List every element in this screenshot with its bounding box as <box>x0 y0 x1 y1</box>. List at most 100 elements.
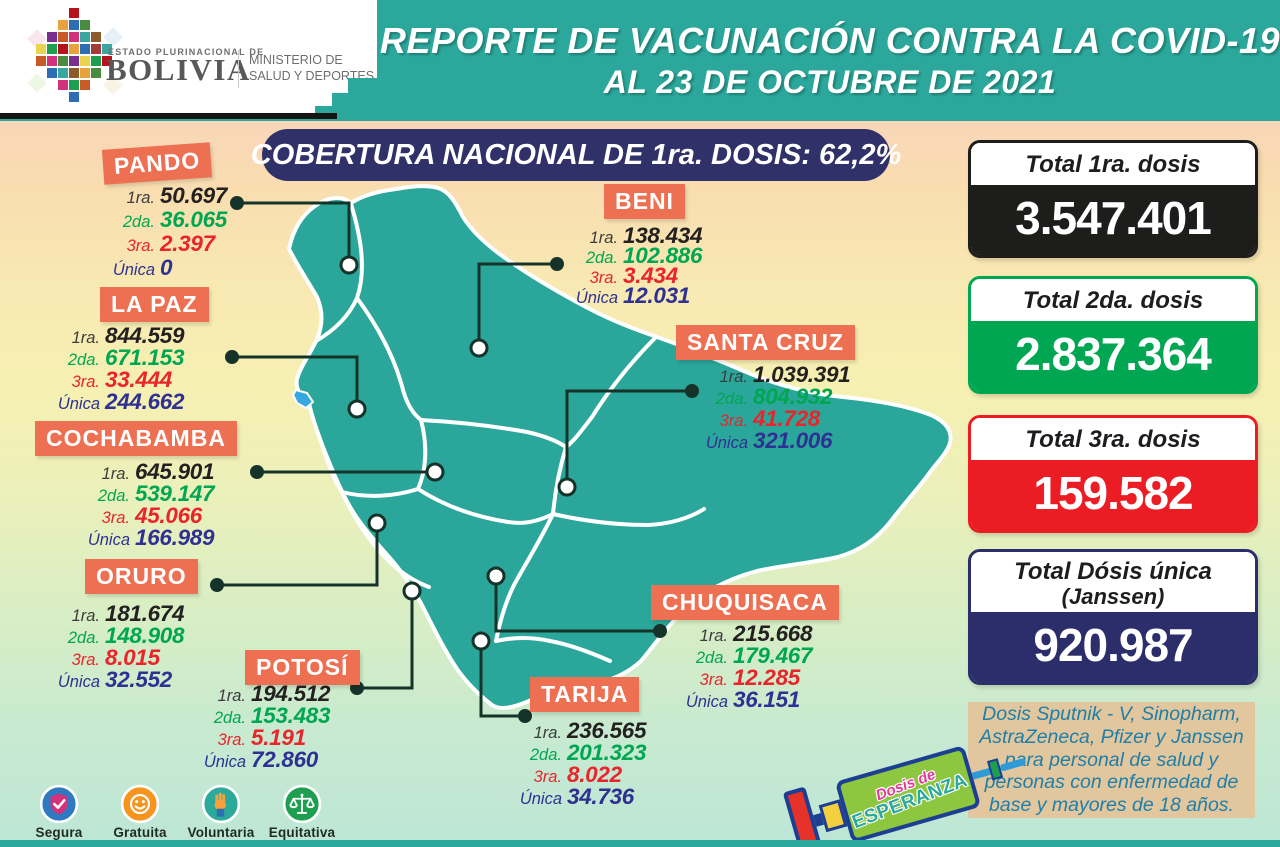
dose-label-2nd: 2da. <box>67 629 100 647</box>
dose-row-3rd: 3ra. 45.066 <box>66 503 214 528</box>
dose-label-1st: 1ra. <box>589 229 618 247</box>
dose-value-3rd: 33.444 <box>105 367 173 392</box>
dose-label-unique: Única <box>112 261 155 279</box>
dept-data-potosi: 1ra. 194.512 2da. 153.483 3ra. 5.191 Única 7… <box>182 681 331 772</box>
dose-label-1st: 1ra. <box>217 687 246 705</box>
dept-data-pando: 1ra. 50.697 2da. 36.065 3ra. 2.397 Única 0 <box>91 183 228 280</box>
dept-data-tarija: 1ra. 236.565 2da. 201.323 3ra. 8.022 Única 3… <box>498 718 647 809</box>
dose-value-2nd: 148.908 <box>105 623 185 648</box>
dose-value-1st: 215.668 <box>733 621 813 646</box>
dose-row-3rd: 3ra. 8.022 <box>498 762 646 787</box>
total-2nd-dose-value: 2.837.364 <box>971 321 1255 391</box>
dose-row-unique: Única 12.031 <box>554 283 702 308</box>
dose-label-2nd: 2da. <box>122 213 155 231</box>
total-2nd-dose-title: Total 2da. dosis <box>971 279 1255 321</box>
dose-label-2nd: 2da. <box>715 390 748 408</box>
dose-label-unique: Única <box>575 289 618 307</box>
dose-label-unique: Única <box>685 693 728 711</box>
logo-country-name: BOLIVIA <box>106 52 251 87</box>
dose-label-unique: Única <box>57 395 100 413</box>
dose-label-3rd: 3ra. <box>126 237 155 255</box>
dose-value-1st: 236.565 <box>567 718 647 743</box>
dept-label-tarija: TARIJA <box>530 677 640 712</box>
dose-row-2nd: 2da. 148.908 <box>36 623 185 648</box>
national-coverage-banner: COBERTURA NACIONAL DE 1ra. DOSIS: 62,2% <box>251 129 901 181</box>
footer-accent-bar <box>0 840 1280 847</box>
report-title-line1: REPORTE DE VACUNACIÓN CONTRA LA COVID-19 <box>379 20 1280 61</box>
dose-label-1st: 1ra. <box>699 627 728 645</box>
dose-value-3rd: 2.397 <box>160 231 215 256</box>
principle-label: Equitativa <box>268 825 336 840</box>
dose-label-1st: 1ra. <box>71 607 100 625</box>
syringe-barrel: Dosis de ESPERANZA <box>834 745 982 844</box>
dept-label-potosi: POTOSÍ <box>245 650 360 685</box>
dose-label-unique: Única <box>519 790 562 808</box>
total-unique-dose-title: Total Dósis única (Janssen) <box>971 552 1255 613</box>
dose-row-2nd: 2da. 102.886 <box>554 243 703 268</box>
dose-label-1st: 1ra. <box>533 724 562 742</box>
principle-label: Segura <box>35 825 83 840</box>
lake-titicaca-icon <box>291 388 315 410</box>
dose-label-2nd: 2da. <box>67 351 100 369</box>
dose-value-3rd: 45.066 <box>135 503 203 528</box>
dose-value-3rd: 8.015 <box>105 645 160 670</box>
ministry-name: MINISTERIO DE SALUD Y DEPORTES <box>249 53 374 84</box>
dose-value-2nd: 539.147 <box>135 481 215 506</box>
dose-label-unique: Única <box>87 531 130 549</box>
total-unique-title-line1: Total Dósis única <box>1014 558 1212 585</box>
dose-label-2nd: 2da. <box>529 746 562 764</box>
dept-label-beni: BENI <box>604 184 685 219</box>
dose-label-1st: 1ra. <box>101 465 130 483</box>
raised-hand-icon <box>201 784 241 824</box>
dose-row-unique: Única 32.552 <box>36 667 184 692</box>
dept-label-chuquisaca: CHUQUISACA <box>651 585 839 620</box>
syringe-needle <box>971 767 991 780</box>
report-title: REPORTE DE VACUNACIÓN CONTRA LA COVID-19… <box>380 0 1280 121</box>
smiley-icon <box>120 784 160 824</box>
dose-label-3rd: 3ra. <box>71 373 100 391</box>
dose-label-3rd: 3ra. <box>533 768 562 786</box>
dose-value-unique: 72.860 <box>251 747 319 772</box>
vaccination-principles: Segura Gratuita Voluntaria <box>26 784 335 840</box>
dose-value-1st: 181.674 <box>105 601 185 626</box>
total-2nd-dose-card: Total 2da. dosis 2.837.364 <box>968 276 1258 394</box>
dose-row-2nd: 2da. 671.153 <box>36 345 185 370</box>
dose-value-unique: 36.151 <box>733 687 801 712</box>
hope-dose-sticker: Dosis de ESPERANZA <box>782 742 1027 847</box>
dose-row-unique: Única 0 <box>91 255 227 280</box>
total-unique-title-line2: (Janssen) <box>1061 584 1165 609</box>
dose-row-1st: 1ra. 844.559 <box>36 323 185 348</box>
vaccine-info-note: Dosis Sputnik - V, Sinopharm, AstraZenec… <box>968 702 1255 818</box>
dose-row-3rd: 3ra. 2.397 <box>91 231 227 256</box>
dose-value-1st: 645.901 <box>135 459 215 484</box>
dose-value-2nd: 36.065 <box>160 207 228 232</box>
dose-value-unique: 166.989 <box>135 525 215 550</box>
dose-row-1st: 1ra. 181.674 <box>36 601 185 626</box>
dose-value-2nd: 671.153 <box>105 345 185 370</box>
dose-label-unique: Única <box>705 434 748 452</box>
dose-row-2nd: 2da. 153.483 <box>182 703 331 728</box>
dose-row-1st: 1ra. 138.434 <box>554 223 703 248</box>
dose-value-1st: 194.512 <box>251 681 331 706</box>
dose-label-1st: 1ra. <box>71 329 100 347</box>
dept-data-chuquisaca: 1ra. 215.668 2da. 179.467 3ra. 12.285 Única… <box>664 621 813 712</box>
dose-label-3rd: 3ra. <box>71 651 100 669</box>
total-1st-dose-title: Total 1ra. dosis <box>971 143 1255 185</box>
total-unique-dose-value: 920.987 <box>971 612 1255 683</box>
dose-row-3rd: 3ra. 41.728 <box>684 406 850 431</box>
dose-label-2nd: 2da. <box>585 249 618 267</box>
dose-row-unique: Única 244.662 <box>36 389 185 414</box>
dose-row-3rd: 3ra. 8.015 <box>36 645 184 670</box>
dose-row-1st: 1ra. 50.697 <box>91 183 228 208</box>
logo-pretitle: ESTADO PLURINACIONAL DE <box>108 47 265 57</box>
total-3rd-dose-value: 159.582 <box>971 460 1255 530</box>
dose-label-unique: Única <box>57 673 100 691</box>
coverage-text: COBERTURA NACIONAL DE 1ra. DOSIS: 62,2% <box>250 138 902 171</box>
dose-label-3rd: 3ra. <box>719 412 748 430</box>
dept-label-cochabamba: COCHABAMBA <box>35 421 237 456</box>
dose-row-3rd: 3ra. 3.434 <box>554 263 702 288</box>
dose-value-2nd: 179.467 <box>733 643 813 668</box>
dose-row-2nd: 2da. 804.932 <box>684 384 850 409</box>
dose-value-2nd: 804.932 <box>753 384 833 409</box>
